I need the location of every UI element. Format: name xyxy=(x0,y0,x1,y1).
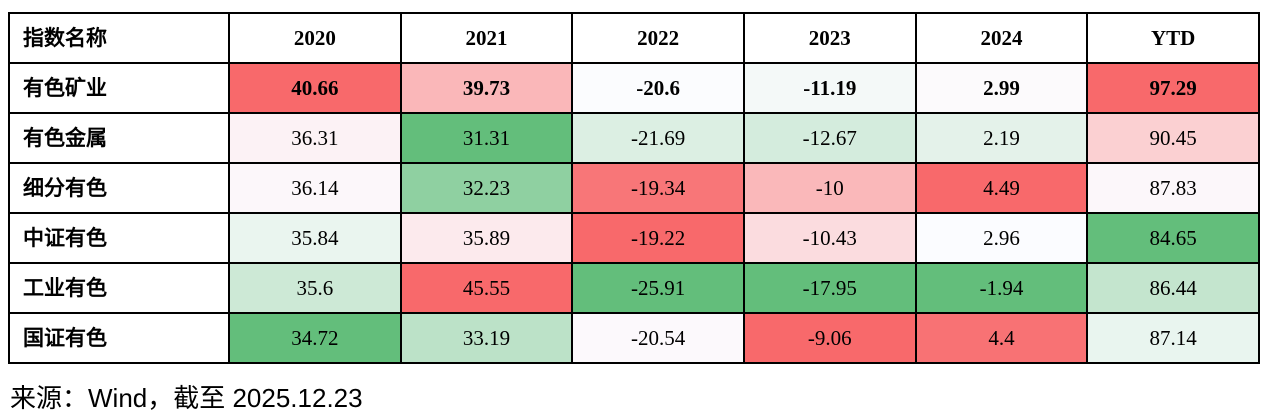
header-2020: 2020 xyxy=(228,12,402,64)
value-cell: -19.22 xyxy=(571,212,745,264)
value-cell: 87.14 xyxy=(1086,312,1260,364)
row-label: 有色矿业 xyxy=(8,62,230,114)
table-row: 有色矿业 40.66 39.73 -20.6 -11.19 2.99 97.29 xyxy=(8,62,1260,114)
value-cell: 4.4 xyxy=(914,312,1089,364)
row-label: 细分有色 xyxy=(8,162,230,214)
value-cell: -1.94 xyxy=(914,262,1089,314)
source-note: 来源：Wind，截至 2025.12.23 xyxy=(10,383,363,413)
value-cell: 2.99 xyxy=(914,62,1089,114)
row-label: 有色金属 xyxy=(8,112,230,164)
value-cell: 2.96 xyxy=(914,212,1089,264)
header-2022: 2022 xyxy=(571,12,745,64)
table-row: 细分有色 36.14 32.23 -19.34 -10 4.49 87.83 xyxy=(8,162,1260,214)
value-cell: 86.44 xyxy=(1086,262,1260,314)
value-cell: -17.95 xyxy=(742,262,917,314)
value-cell: -9.06 xyxy=(742,312,917,364)
value-cell: -10 xyxy=(742,162,917,214)
header-2023: 2023 xyxy=(742,12,917,64)
value-cell: 2.19 xyxy=(914,112,1089,164)
value-cell: 32.23 xyxy=(399,162,574,214)
value-cell: 90.45 xyxy=(1086,112,1260,164)
value-cell: 40.66 xyxy=(228,62,402,114)
value-cell: 31.31 xyxy=(399,112,574,164)
value-cell: -12.67 xyxy=(742,112,917,164)
table-row: 中证有色 35.84 35.89 -19.22 -10.43 2.96 84.65 xyxy=(8,212,1260,264)
value-cell: 45.55 xyxy=(399,262,574,314)
header-2024: 2024 xyxy=(914,12,1089,64)
value-cell: -20.54 xyxy=(571,312,745,364)
header-row: 指数名称 2020 2021 2022 2023 2024 YTD xyxy=(8,12,1260,64)
value-cell: -20.6 xyxy=(571,62,745,114)
table-row: 国证有色 34.72 33.19 -20.54 -9.06 4.4 87.14 xyxy=(8,312,1260,364)
value-cell: 36.31 xyxy=(228,112,402,164)
row-label: 工业有色 xyxy=(8,262,230,314)
value-cell: -25.91 xyxy=(571,262,745,314)
header-ytd: YTD xyxy=(1086,12,1260,64)
value-cell: -19.34 xyxy=(571,162,745,214)
table-row: 工业有色 35.6 45.55 -25.91 -17.95 -1.94 86.44 xyxy=(8,262,1260,314)
value-cell: 35.89 xyxy=(399,212,574,264)
value-cell: 34.72 xyxy=(228,312,402,364)
value-cell: 35.6 xyxy=(228,262,402,314)
index-performance-table: 指数名称 2020 2021 2022 2023 2024 YTD 有色矿业 40… xyxy=(8,12,1260,364)
row-label: 国证有色 xyxy=(8,312,230,364)
value-cell: 36.14 xyxy=(228,162,402,214)
value-cell: -21.69 xyxy=(571,112,745,164)
header-index-name: 指数名称 xyxy=(8,12,230,64)
value-cell: 84.65 xyxy=(1086,212,1260,264)
value-cell: -10.43 xyxy=(742,212,917,264)
index-performance-figure: 指数名称 2020 2021 2022 2023 2024 YTD 有色矿业 40… xyxy=(0,12,1268,415)
value-cell: 33.19 xyxy=(399,312,574,364)
value-cell: 39.73 xyxy=(399,62,574,114)
value-cell: 4.49 xyxy=(914,162,1089,214)
header-2021: 2021 xyxy=(399,12,574,64)
value-cell: 35.84 xyxy=(228,212,402,264)
row-label: 中证有色 xyxy=(8,212,230,264)
value-cell: 97.29 xyxy=(1086,62,1260,114)
value-cell: 87.83 xyxy=(1086,162,1260,214)
table-row: 有色金属 36.31 31.31 -21.69 -12.67 2.19 90.45 xyxy=(8,112,1260,164)
value-cell: -11.19 xyxy=(742,62,917,114)
